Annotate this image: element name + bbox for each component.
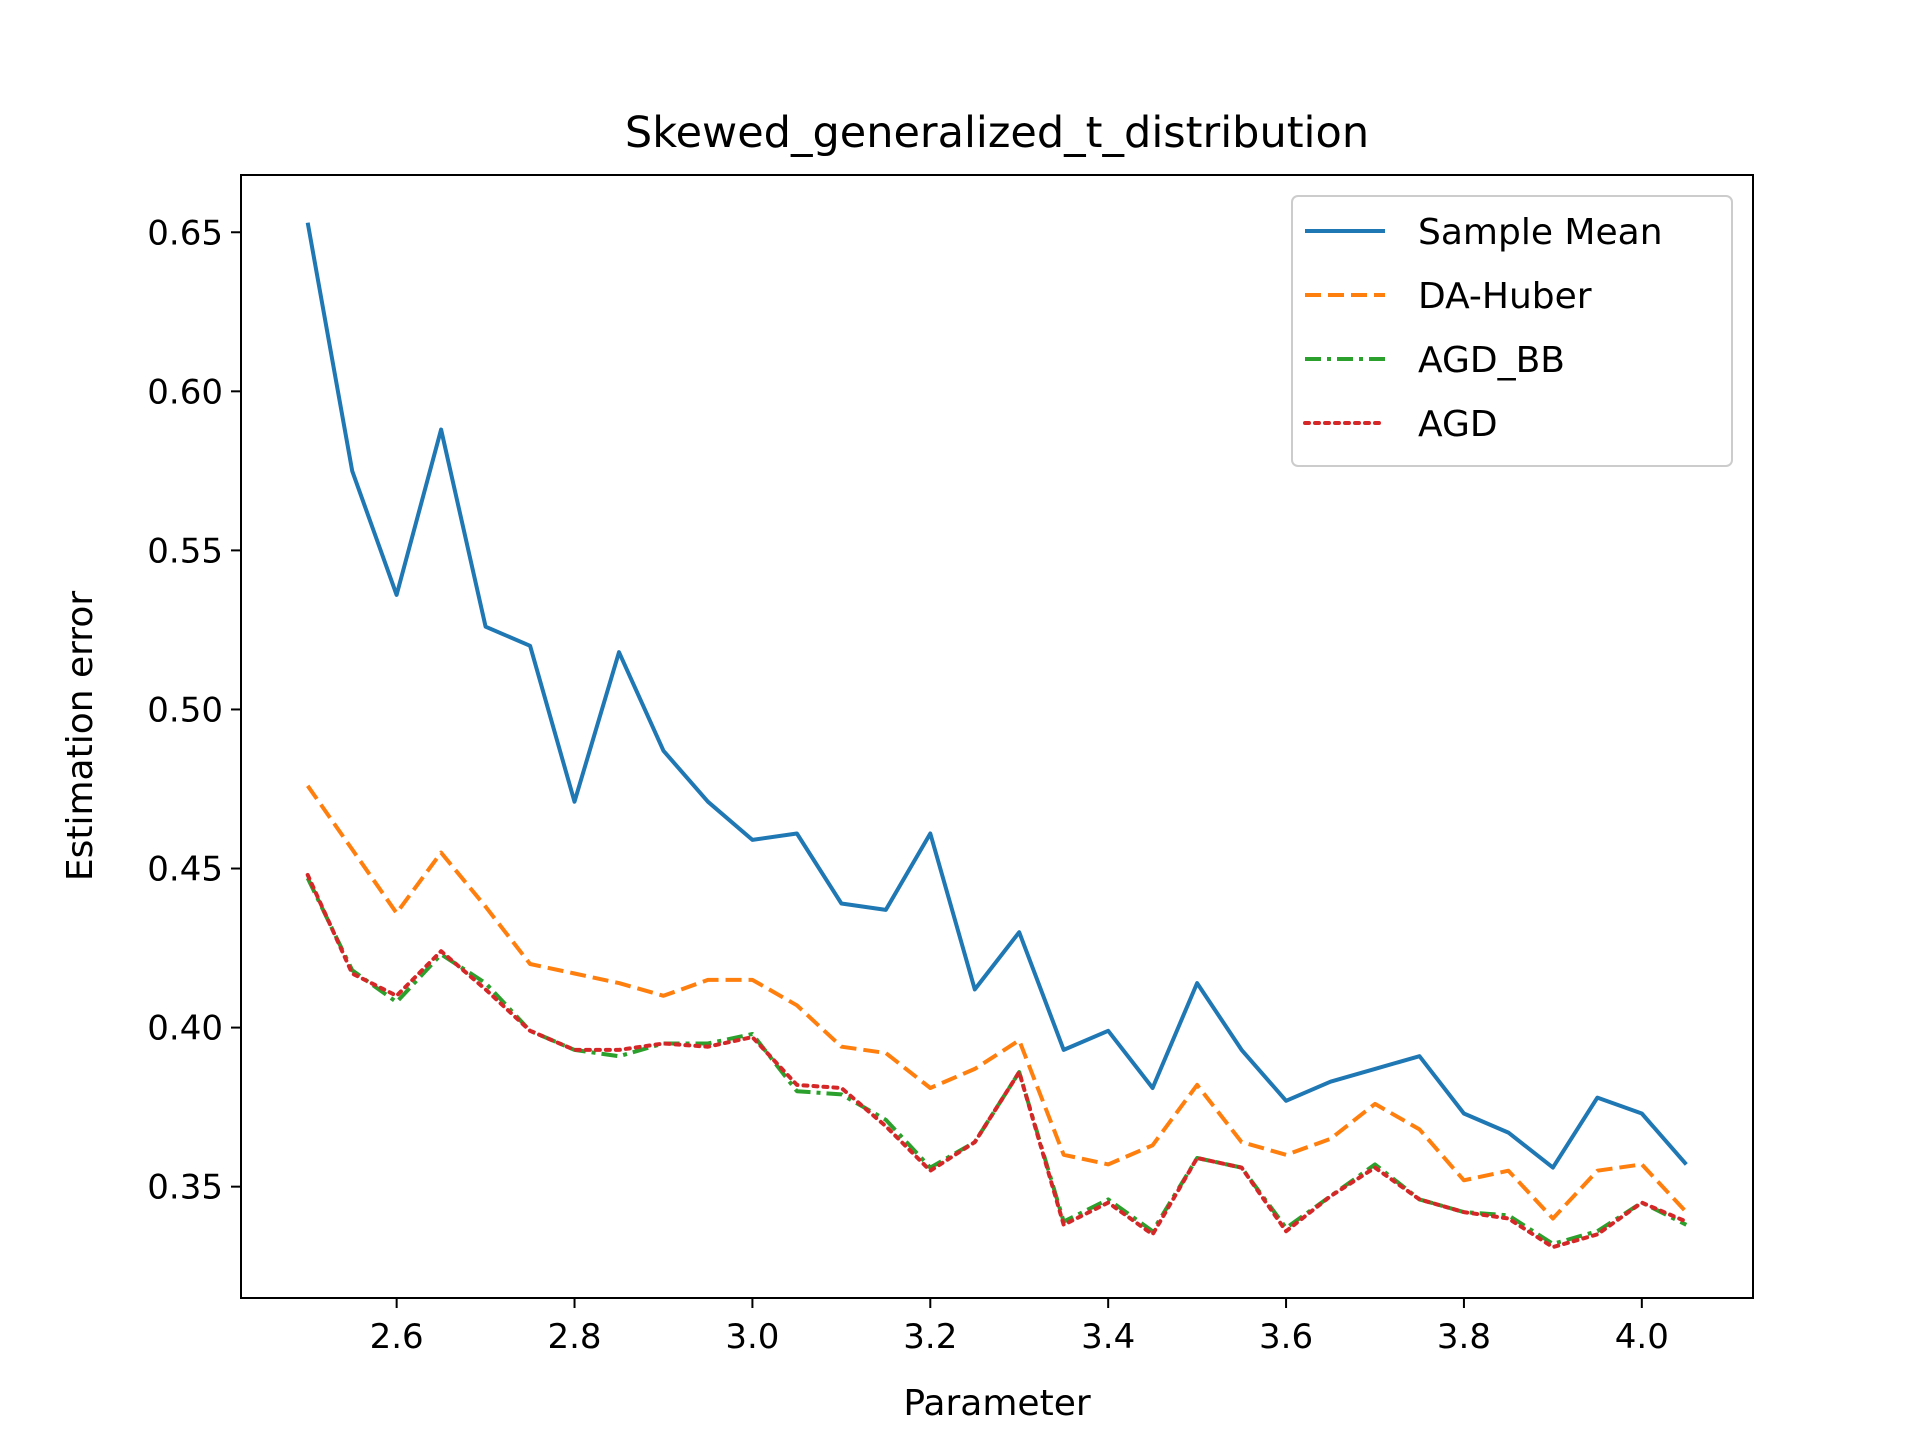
- series-line-2: [306, 784, 1688, 1221]
- x-tick-label: 3.4: [1081, 1317, 1135, 1357]
- y-tick-label: 0.45: [147, 850, 223, 890]
- y-tick-label: 0.65: [147, 213, 223, 253]
- legend: Sample Mean DA-Huber AGD_BB AGD: [1291, 195, 1733, 467]
- chart-title: Skewed_generalized_t_distribution: [625, 108, 1369, 158]
- series-line-1: [305, 222, 1688, 1170]
- plot-frame: [240, 174, 1754, 1299]
- x-tick-label: 3.8: [1437, 1317, 1491, 1357]
- y-tick-label: 0.55: [147, 531, 223, 571]
- x-tick-label: 4.0: [1615, 1317, 1669, 1357]
- x-tick-label: 3.0: [725, 1317, 779, 1357]
- legend-label: DA-Huber: [1418, 276, 1592, 317]
- x-axis-label: Parameter: [903, 1383, 1090, 1424]
- x-tick-label: 3.2: [903, 1317, 957, 1357]
- x-tick-label: 3.6: [1259, 1317, 1313, 1357]
- x-tick-label: 2.8: [547, 1317, 601, 1357]
- legend-label: AGD_BB: [1418, 340, 1565, 381]
- y-tick-label: 0.60: [147, 372, 223, 412]
- y-tick-label: 0.50: [147, 690, 223, 730]
- y-tick-label: 0.40: [147, 1009, 223, 1049]
- y-axis-label: Estimation error: [60, 591, 101, 882]
- series-line-4: [305, 872, 1689, 1250]
- y-tick-label: 0.35: [147, 1168, 223, 1208]
- legend-frame: [1291, 195, 1733, 467]
- y-axis-ticks: 0.35 0.40 0.45 0.50 0.55 0.60 0.65: [147, 213, 241, 1208]
- x-axis-ticks: 2.6 2.8 3.0 3.2 3.4 3.6 3.8 4.0: [370, 1298, 1669, 1357]
- legend-label: Sample Mean: [1418, 212, 1663, 253]
- x-tick-label: 2.6: [370, 1317, 424, 1357]
- legend-label: AGD: [1418, 404, 1498, 445]
- series-group: [305, 222, 1689, 1250]
